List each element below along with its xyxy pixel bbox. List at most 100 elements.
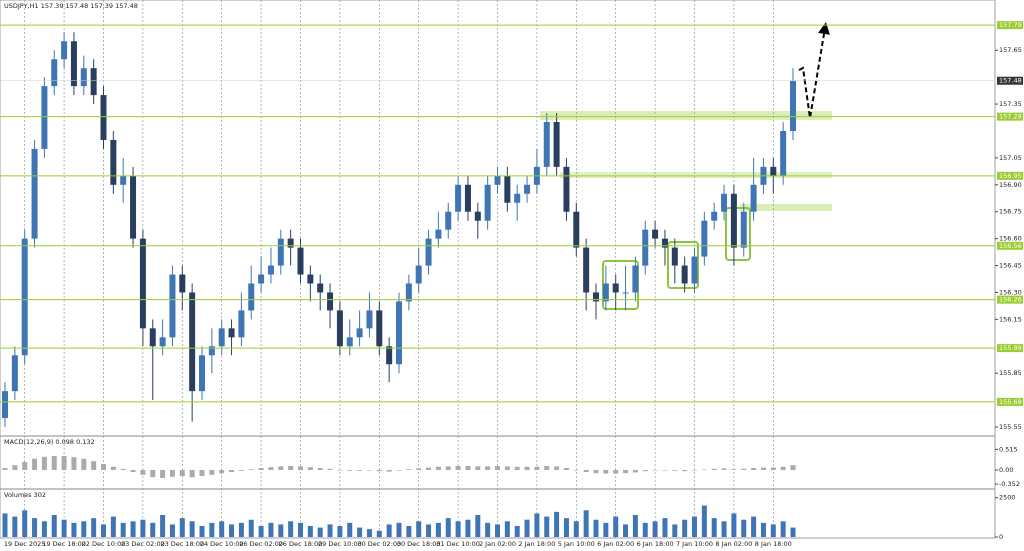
consolidation-box [725,207,751,261]
bar [12,516,18,537]
candle-body [208,346,215,356]
candle-body [159,337,166,347]
y-tick-label: 156.30 [999,288,1022,296]
candle-body [445,211,452,230]
bar [307,467,313,470]
bar [445,466,451,470]
candle-body [51,59,58,87]
candle-body [415,265,422,284]
candle-body [652,229,659,239]
level-label: 155.99 [999,344,1022,352]
candle-body [553,122,560,167]
bar [563,518,569,537]
candle-body [228,328,235,338]
bar [534,513,540,537]
bar [120,468,126,470]
bar [465,519,471,537]
candle-body [602,283,609,302]
bar [298,466,303,470]
bar [101,524,106,537]
bar [573,521,579,537]
bar [81,521,87,537]
candle-body [90,68,97,96]
bar [662,470,668,471]
candle-body [386,346,393,365]
bar [406,469,412,470]
bar [514,466,520,470]
candle-body [31,148,38,239]
bar [130,470,136,472]
candle-body [356,328,363,338]
bar [760,467,766,470]
candle-body [721,193,728,212]
candle-body [435,229,442,239]
level-label: 156.56 [999,242,1022,250]
bar [780,521,786,537]
bar [642,470,648,472]
x-tick-label: 29 Dec 10:00 [318,540,362,548]
bar [248,519,254,537]
x-tick-label: 6 Jan 18:00 [637,540,674,548]
candle-body [632,265,639,293]
bar [357,527,363,537]
bar [366,470,372,471]
candle-body [661,238,668,248]
x-tick-label: 8 Jan 18:00 [755,540,792,548]
bar [485,466,491,470]
bar [189,521,195,537]
bar [731,513,737,537]
candle-body [41,86,48,149]
bar [544,516,550,537]
bar [760,522,766,537]
candle-body [780,130,787,176]
x-tick-label: 24 Dec 10:00 [200,540,244,548]
x-tick-label: 26 Dec 18:00 [279,540,323,548]
candle-body [21,238,28,356]
bar [524,519,530,537]
level-label: 157.79 [999,21,1022,29]
bar [150,470,156,478]
level-tag [997,171,1023,180]
bar [692,470,697,471]
candle-body [139,238,146,329]
level-label: 156.95 [999,172,1022,180]
bar [613,470,619,474]
bar [455,521,461,537]
candle-body [218,328,225,347]
bar [169,470,175,477]
macd-title: MACD(12,26,9) 0.098 0.132 [4,438,95,446]
candle-body [612,283,619,293]
bar [22,462,28,470]
candle-body [740,211,747,248]
level-tag [997,112,1023,121]
bar [485,522,491,537]
bar [544,466,550,470]
bar [416,521,422,537]
candle-body [484,184,491,221]
bar [357,470,363,471]
y-tick-label: 0 [999,533,1003,541]
candle-body [622,292,629,294]
candle-body [750,184,757,212]
bar [495,524,500,537]
bar [554,511,560,537]
bar [347,522,353,537]
candle-body [80,68,87,87]
bar [416,468,422,470]
bar [51,515,57,537]
bar [376,530,382,537]
candle-body [169,274,176,338]
y-tick-label: 0.515 [999,445,1018,453]
bar [504,521,510,537]
level-tag [997,344,1023,353]
bar [780,466,786,470]
candle-body [258,274,265,284]
candle-body [583,247,590,293]
candle-body [238,310,245,338]
bar [662,518,668,537]
bar [504,466,510,470]
bar [386,470,392,472]
candle-body [2,391,8,419]
consolidation-box [667,241,699,289]
